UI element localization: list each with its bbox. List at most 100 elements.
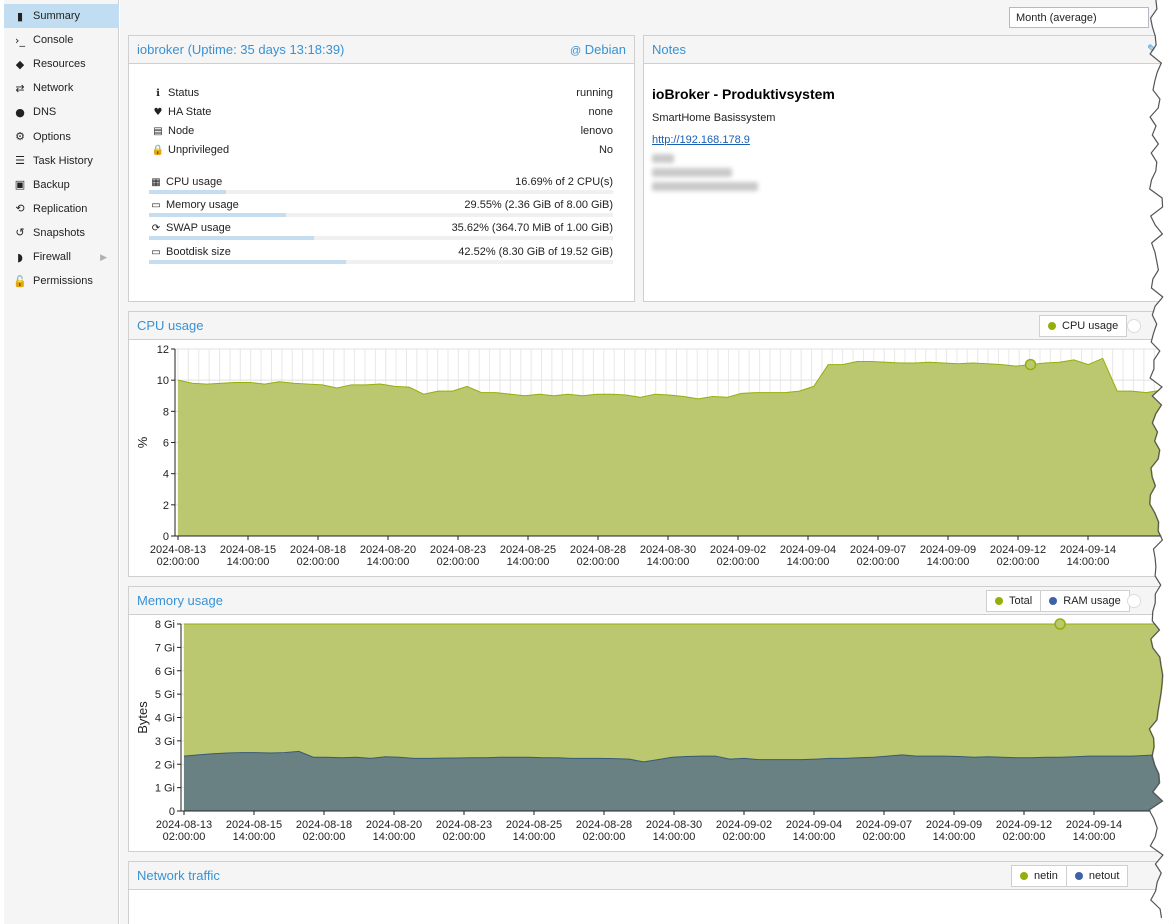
heartbeat-icon: ♥ (153, 106, 163, 118)
legend-dot (1048, 322, 1056, 330)
os-name: Debian (584, 42, 626, 57)
history-icon: ↺ (15, 226, 25, 240)
usage-label: Memory usage (166, 199, 239, 211)
notes-link[interactable]: http://192.168.178.9 (652, 134, 750, 146)
x-tick-label-date: 2024-08-23 (436, 819, 492, 831)
exchange-icon: ⇄ (15, 81, 25, 95)
x-tick-label-date: 2024-09-12 (990, 544, 1046, 556)
undo-zoom-button[interactable] (1127, 319, 1141, 333)
sidebar-item-label: Permissions (33, 275, 93, 288)
x-tick-label-date: 2024-08-18 (296, 819, 352, 831)
info-icon: ℹ (156, 87, 160, 99)
status-value: none (588, 106, 613, 118)
sidebar-item-replication[interactable]: ⟲ Replication (4, 197, 119, 221)
sidebar-item-permissions[interactable]: 🔓 Permissions (4, 269, 119, 293)
edit-icon[interactable]: ✎ (1146, 42, 1157, 56)
x-tick-label-time: 14:00:00 (233, 831, 276, 843)
cpu-panel-title: CPU usage (137, 318, 204, 333)
usage-progress-fill (149, 260, 347, 264)
status-label: Status (168, 87, 200, 99)
unlock-icon: 🔓 (13, 274, 27, 288)
gear-icon: ⚙ (15, 130, 25, 143)
usage-label: CPU usage (166, 176, 223, 188)
y-tick-label: 4 Gi (155, 713, 175, 725)
sidebar-item-network[interactable]: ⇄ Network (4, 76, 119, 100)
usage-value: 29.55% (2.36 GiB of 8.00 GiB) (464, 199, 613, 211)
sidebar-item-dns[interactable]: ● DNS (4, 100, 119, 124)
x-tick-label-time: 02:00:00 (583, 831, 626, 843)
y-tick-label: 7 Gi (155, 642, 175, 654)
legend-netout[interactable]: netout (1067, 866, 1128, 886)
x-tick-label-time: 02:00:00 (577, 556, 620, 568)
usage-value: 35.62% (364.70 MiB of 1.00 GiB) (451, 222, 613, 234)
y-axis-title: Bytes (135, 701, 150, 734)
undo-zoom-button[interactable] (1127, 594, 1141, 608)
y-tick-label: 6 Gi (155, 666, 175, 678)
sidebar-item-resources[interactable]: ◆ Resources (4, 52, 119, 76)
sidebar-item-label: Snapshots (33, 226, 85, 239)
sidebar-item-task-history[interactable]: ☰ Task History (4, 149, 119, 173)
memory-legend: Total RAM usage (986, 590, 1130, 612)
book-icon: ▮ (16, 9, 24, 23)
x-tick-label-time: 14:00:00 (927, 556, 970, 568)
chevron-right-icon[interactable]: ▶ (100, 251, 107, 262)
x-tick-label-date: 2024-08-13 (150, 544, 206, 556)
y-tick-label: 10 (157, 375, 169, 387)
series-area-ram-usage (184, 751, 1174, 811)
x-tick-label-date: 2024-08-13 (156, 819, 212, 831)
y-tick-label: 6 (163, 438, 169, 450)
sidebar-item-summary[interactable]: ▮ Summary (4, 4, 119, 28)
legend-netin[interactable]: netin (1012, 866, 1067, 886)
server-icon: ▤ (153, 125, 163, 137)
x-tick-label-date: 2024-08-30 (646, 819, 702, 831)
notes-redacted-line (652, 154, 674, 163)
status-value: No (598, 144, 613, 156)
x-tick-label-time: 02:00:00 (857, 556, 900, 568)
sidebar-nav: ▮ Summary ›_ Console ◆ Resources ⇄ Network ● DNS ⚙… (4, 0, 119, 924)
timeframe-select[interactable]: Month (average) (1009, 7, 1149, 28)
x-tick-label-date: 2024-08-18 (290, 544, 346, 556)
legend-dot (1049, 597, 1058, 605)
x-tick-label-date: 2024-08-20 (360, 544, 416, 556)
x-tick-label-date: 2024-09-02 (716, 819, 772, 831)
sidebar-item-label: DNS (33, 106, 57, 119)
y-tick-label: 4 (163, 469, 169, 481)
usage-label: SWAP usage (166, 222, 231, 234)
y-tick-label: 2 Gi (155, 759, 175, 771)
floppy-icon: ▣ (14, 178, 26, 192)
legend-dot (1074, 872, 1083, 880)
x-tick-label-time: 14:00:00 (793, 831, 836, 843)
sidebar-item-options[interactable]: ⚙ Options (4, 125, 119, 149)
content-area: Month (average) iobroker (Uptime: 35 day… (120, 0, 1174, 924)
x-tick-label-time: 14:00:00 (507, 556, 550, 568)
usage-progress-bar (149, 236, 613, 240)
sidebar-item-backup[interactable]: ▣ Backup (4, 173, 119, 197)
legend-total[interactable]: Total (987, 591, 1042, 611)
hover-marker (1024, 358, 1037, 371)
sidebar-item-snapshots[interactable]: ↺ Snapshots (4, 221, 119, 245)
usage-value: 42.52% (8.30 GiB of 19.52 GiB) (458, 246, 613, 258)
terminal-icon: ›_ (15, 33, 25, 47)
x-tick-label-time: 02:00:00 (437, 556, 480, 568)
x-tick-label-date: 2024-09-14 (1066, 819, 1122, 831)
legend-cpu-usage[interactable]: CPU usage (1040, 316, 1126, 336)
status-label: HA State (168, 106, 212, 118)
sidebar-item-console[interactable]: ›_ Console (4, 28, 119, 52)
legend-ram-usage[interactable]: RAM usage (1041, 591, 1128, 611)
x-tick-label-date: 2024-08-23 (430, 544, 486, 556)
x-tick-label-date: 2024-08-20 (366, 819, 422, 831)
series-line-cpu-usage (177, 357, 1174, 400)
memory-chart: 0 1 Gi 2 Gi 3 Gi 4 Gi 5 Gi 6 Gi 7 Gi 8 Gi Bytes 20… (135, 618, 1174, 843)
status-panel-header: iobroker (Uptime: 35 days 13:18:39) @ De… (129, 36, 634, 64)
notes-panel-header: Notes ✎ (644, 36, 1173, 64)
x-tick-label-time: 14:00:00 (367, 556, 410, 568)
x-tick-label-date: 2024-09-12 (996, 819, 1052, 831)
torn-edge-decoration (1148, 0, 1174, 924)
legend-dot (1020, 872, 1028, 880)
os-label: @ Debian (570, 42, 626, 57)
sidebar-item-firewall[interactable]: ◗ Firewall ▶ (4, 245, 119, 269)
status-label: Unprivileged (168, 144, 230, 156)
notes-heading: ioBroker - Produktivsystem (652, 86, 835, 102)
x-tick-label-date: 2024-09-04 (780, 544, 836, 556)
y-tick-label: 8 Gi (155, 619, 175, 631)
